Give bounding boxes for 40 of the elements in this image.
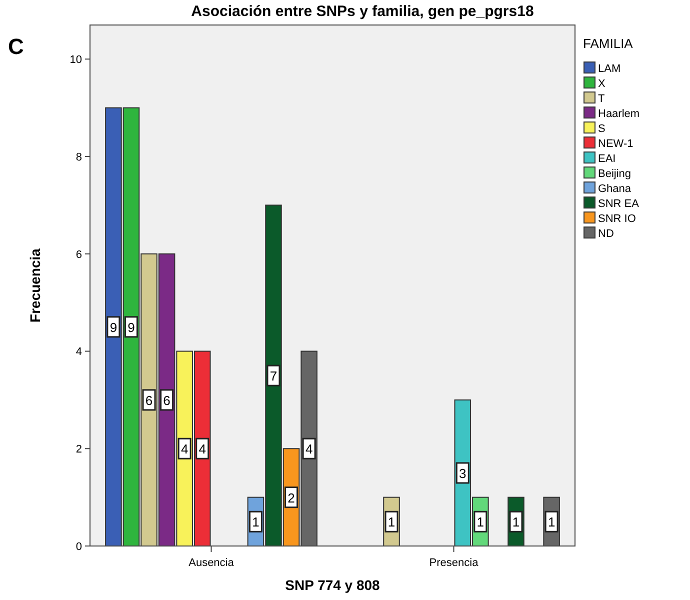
legend-label: X bbox=[598, 78, 606, 90]
legend-title: FAMILIA bbox=[583, 36, 634, 51]
text: C bbox=[8, 34, 24, 59]
legend-label: S bbox=[598, 123, 606, 135]
y-tick-label: 8 bbox=[76, 151, 82, 164]
x-tick-label: Ausencia bbox=[188, 557, 235, 569]
data-label: 6 bbox=[145, 392, 153, 408]
data-label: 2 bbox=[288, 490, 295, 506]
data-label: 6 bbox=[163, 392, 170, 408]
data-label: 1 bbox=[548, 514, 556, 530]
data-label: 4 bbox=[180, 442, 188, 457]
data-label: 4 bbox=[305, 442, 313, 457]
legend-label: T bbox=[598, 93, 605, 105]
data-label: 3 bbox=[459, 466, 466, 481]
legend-label: ND bbox=[598, 228, 614, 240]
y-tick-label: 4 bbox=[76, 346, 82, 358]
y-axis-title: Frecuencia bbox=[27, 248, 43, 322]
x-axis-title: SNP 774 y 808 bbox=[285, 577, 380, 593]
y-tick-label: 6 bbox=[76, 248, 82, 261]
data-label: 9 bbox=[110, 320, 118, 335]
y-tick-label: 0 bbox=[76, 541, 82, 553]
legend-label: Ghana bbox=[598, 183, 632, 195]
legend-label: SNR EA bbox=[598, 198, 640, 210]
chart-title: Asociación entre SNPs y familia, gen pe_pgrs18 bbox=[191, 3, 534, 20]
y-tick-label: 10 bbox=[70, 54, 82, 66]
y-tick-label: 2 bbox=[76, 444, 82, 456]
legend-label: LAM bbox=[598, 63, 621, 75]
data-label: 1 bbox=[512, 514, 520, 530]
data-label: 1 bbox=[388, 514, 396, 530]
legend-label: SNR IO bbox=[598, 213, 636, 225]
legend-label: EAI bbox=[598, 153, 616, 165]
data-label: 1 bbox=[476, 514, 484, 530]
data-label: 7 bbox=[270, 368, 278, 384]
legend-label: Beijing bbox=[598, 168, 632, 180]
legend-label: NEW-1 bbox=[598, 138, 634, 150]
x-tick-label: Presencia bbox=[429, 557, 480, 569]
data-label: 1 bbox=[252, 514, 260, 530]
data-label: 4 bbox=[198, 442, 206, 457]
data-label: 9 bbox=[128, 320, 135, 335]
legend-label: Haarlem bbox=[598, 108, 640, 120]
